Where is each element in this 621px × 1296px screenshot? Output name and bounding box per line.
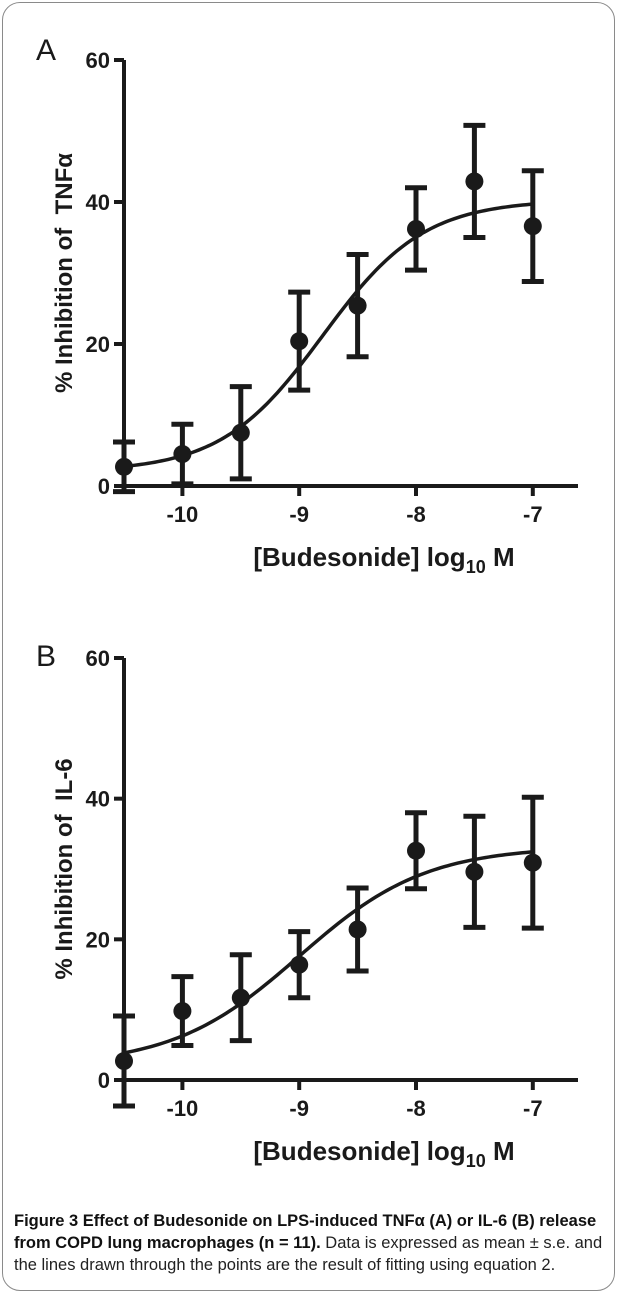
chart-a-x-axis-label-main: [Budesonide] log xyxy=(253,542,465,572)
chart-b-x-axis-label-subscript: 10 xyxy=(466,1151,486,1171)
panel-a: A 0 20 40 60 -10 -9 -8 -7 % Inhibition of TNFα [Bu… xyxy=(0,0,621,620)
chart-a-y-tick-label: 40 xyxy=(86,190,110,215)
chart-a-x-tick-label: -10 xyxy=(167,502,199,527)
chart-b-y-tick-label: 40 xyxy=(86,787,110,812)
chart-b-data-point xyxy=(523,853,542,872)
chart-a-x-tick-label: -9 xyxy=(289,502,309,527)
chart-a-fit-curve xyxy=(123,202,533,469)
chart-b-x-axis-label-unit: M xyxy=(486,1136,515,1166)
chart-a-x-axis-label-unit: M xyxy=(486,542,515,572)
chart-a-x-tick-label: -7 xyxy=(523,502,543,527)
chart-b-fit-curve xyxy=(123,850,533,1055)
chart-b-y-tick-label: 20 xyxy=(86,927,110,952)
chart-b-data-point xyxy=(407,841,425,860)
chart-a-x-axis-label: [Budesonide] log10 M xyxy=(253,542,514,577)
chart-b-data-point xyxy=(115,1052,133,1071)
chart-a-data-point xyxy=(407,219,425,238)
chart-b-y-tick-label: 0 xyxy=(98,1068,110,1093)
chart-b-x-tick-label: -8 xyxy=(406,1096,426,1121)
chart-b-data-point xyxy=(290,955,309,974)
chart-a-data-point xyxy=(231,423,250,442)
chart-b-data-point xyxy=(348,920,367,939)
chart-a-data-point xyxy=(465,172,484,191)
chart-b: B 0 20 40 60 -10 -9 -8 -7 % Inhibition of IL-6 [Bu… xyxy=(36,640,578,1171)
chart-a-panel-letter: A xyxy=(36,34,56,67)
chart-a: A 0 20 40 60 -10 -9 -8 -7 % Inhibition of TNFα [Bu… xyxy=(36,34,578,577)
chart-a-data-point xyxy=(115,457,133,476)
chart-a-data-point xyxy=(173,445,192,464)
chart-a-data-point xyxy=(348,296,367,315)
chart-a-x-tick-label: -8 xyxy=(406,502,426,527)
chart-a-y-tick-label: 0 xyxy=(98,474,110,499)
caption-text: Data is expressed as mean ± s.e. and the… xyxy=(14,1234,603,1274)
chart-b-x-tick-label: -10 xyxy=(167,1096,199,1121)
chart-a-y-axis-label: % Inhibition of TNFα xyxy=(51,153,78,393)
chart-a-y-tick-label: 20 xyxy=(86,332,110,357)
chart-a-x-axis-label-subscript: 10 xyxy=(466,557,486,577)
caption-title: Figure 3 Effect of Budesonide on LPS-ind… xyxy=(14,1212,597,1252)
chart-b-x-tick-label: -9 xyxy=(289,1096,309,1121)
chart-a-data-point xyxy=(523,217,542,236)
chart-b-data-point xyxy=(465,862,484,881)
chart-a-data-point xyxy=(290,332,309,351)
chart-b-data-point xyxy=(231,988,250,1007)
chart-b-x-axis-label-main: [Budesonide] log xyxy=(253,1136,465,1166)
chart-b-panel-letter: B xyxy=(36,640,56,673)
chart-b-x-tick-label: -7 xyxy=(523,1096,543,1121)
figure-caption: Figure 3 Effect of Budesonide on LPS-ind… xyxy=(14,1210,606,1276)
chart-a-y-tick-label: 60 xyxy=(86,48,110,73)
panel-b: B 0 20 40 60 -10 -9 -8 -7 % Inhibition of IL-6 [Bu… xyxy=(0,626,621,1216)
chart-b-data-point xyxy=(173,1002,192,1021)
chart-b-y-tick-label: 60 xyxy=(86,646,110,671)
chart-b-x-axis-label: [Budesonide] log10 M xyxy=(253,1136,514,1171)
chart-b-y-axis-label: % Inhibition of IL-6 xyxy=(51,758,78,979)
